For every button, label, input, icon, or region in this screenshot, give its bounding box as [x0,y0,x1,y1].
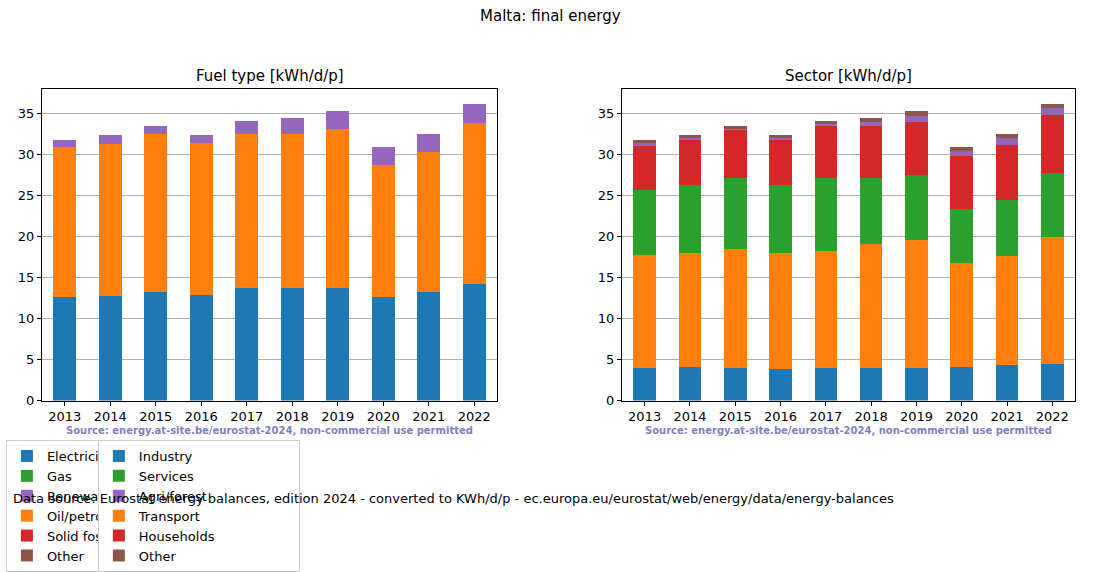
svg-text:2015: 2015 [719,409,752,424]
svg-text:10: 10 [598,311,615,326]
svg-text:Malta: final energy: Malta: final energy [480,7,621,25]
svg-text:2017: 2017 [809,409,842,424]
svg-text:2016: 2016 [185,409,218,424]
svg-text:Renewables & biofuel: Renewables & biofuel [46,488,188,504]
svg-text:30: 30 [18,147,35,162]
svg-text:Oil/petrol: Oil/petrol [47,509,107,524]
svg-text:2014: 2014 [673,409,706,424]
svg-text:2019: 2019 [900,409,933,424]
svg-text:30: 30 [598,147,615,162]
svg-text:2018: 2018 [855,409,888,424]
svg-text:25: 25 [18,188,35,203]
svg-text:20: 20 [598,229,615,244]
svg-text:Sector [kWh/d/p]: Sector [kWh/d/p] [785,67,912,85]
svg-text:Electricity: Electricity [46,449,112,464]
svg-text:5: 5 [606,352,614,367]
svg-text:25: 25 [598,188,615,203]
svg-text:Fuel type [kWh/d/p]: Fuel type [kWh/d/p] [196,67,344,85]
svg-text:2013: 2013 [48,409,81,424]
svg-text:2017: 2017 [230,409,263,424]
svg-text:2016: 2016 [764,409,797,424]
svg-text:15: 15 [598,270,615,285]
svg-text:2020: 2020 [367,409,400,424]
svg-text:Data source: Eurostat energy b: Data source: Eurostat energy balances, e… [13,491,894,506]
svg-text:2013: 2013 [628,409,661,424]
svg-text:5: 5 [26,352,34,367]
svg-text:Solid fossil: Solid fossil [46,528,116,544]
svg-text:Gas: Gas [47,469,72,484]
svg-text:2014: 2014 [94,409,127,424]
svg-text:35: 35 [598,106,615,121]
svg-text:Other: Other [139,549,177,564]
svg-text:Households: Households [139,529,215,544]
svg-text:2019: 2019 [321,409,354,424]
svg-text:Source: energy.at-site.be/euro: Source: energy.at-site.be/eurostat-2024,… [645,425,1052,436]
svg-text:Industry: Industry [139,449,193,464]
svg-text:2021: 2021 [412,409,445,424]
svg-text:20: 20 [18,229,35,244]
svg-text:2015: 2015 [139,409,172,424]
svg-text:15: 15 [18,270,35,285]
svg-text:2018: 2018 [276,409,309,424]
svg-text:Other: Other [47,549,85,564]
svg-text:2020: 2020 [945,409,978,424]
svg-text:2022: 2022 [1036,409,1069,424]
svg-text:Services: Services [139,469,194,484]
svg-text:Transport: Transport [138,509,200,524]
svg-text:10: 10 [18,311,35,326]
svg-text:0: 0 [26,393,34,408]
svg-text:2021: 2021 [991,409,1024,424]
svg-text:35: 35 [18,106,35,121]
svg-text:0: 0 [606,393,614,408]
svg-text:Source: energy.at-site.be/euro: Source: energy.at-site.be/eurostat-2024,… [66,425,473,436]
svg-text:Agri/forest: Agri/forest [139,489,207,504]
svg-text:2022: 2022 [458,409,491,424]
